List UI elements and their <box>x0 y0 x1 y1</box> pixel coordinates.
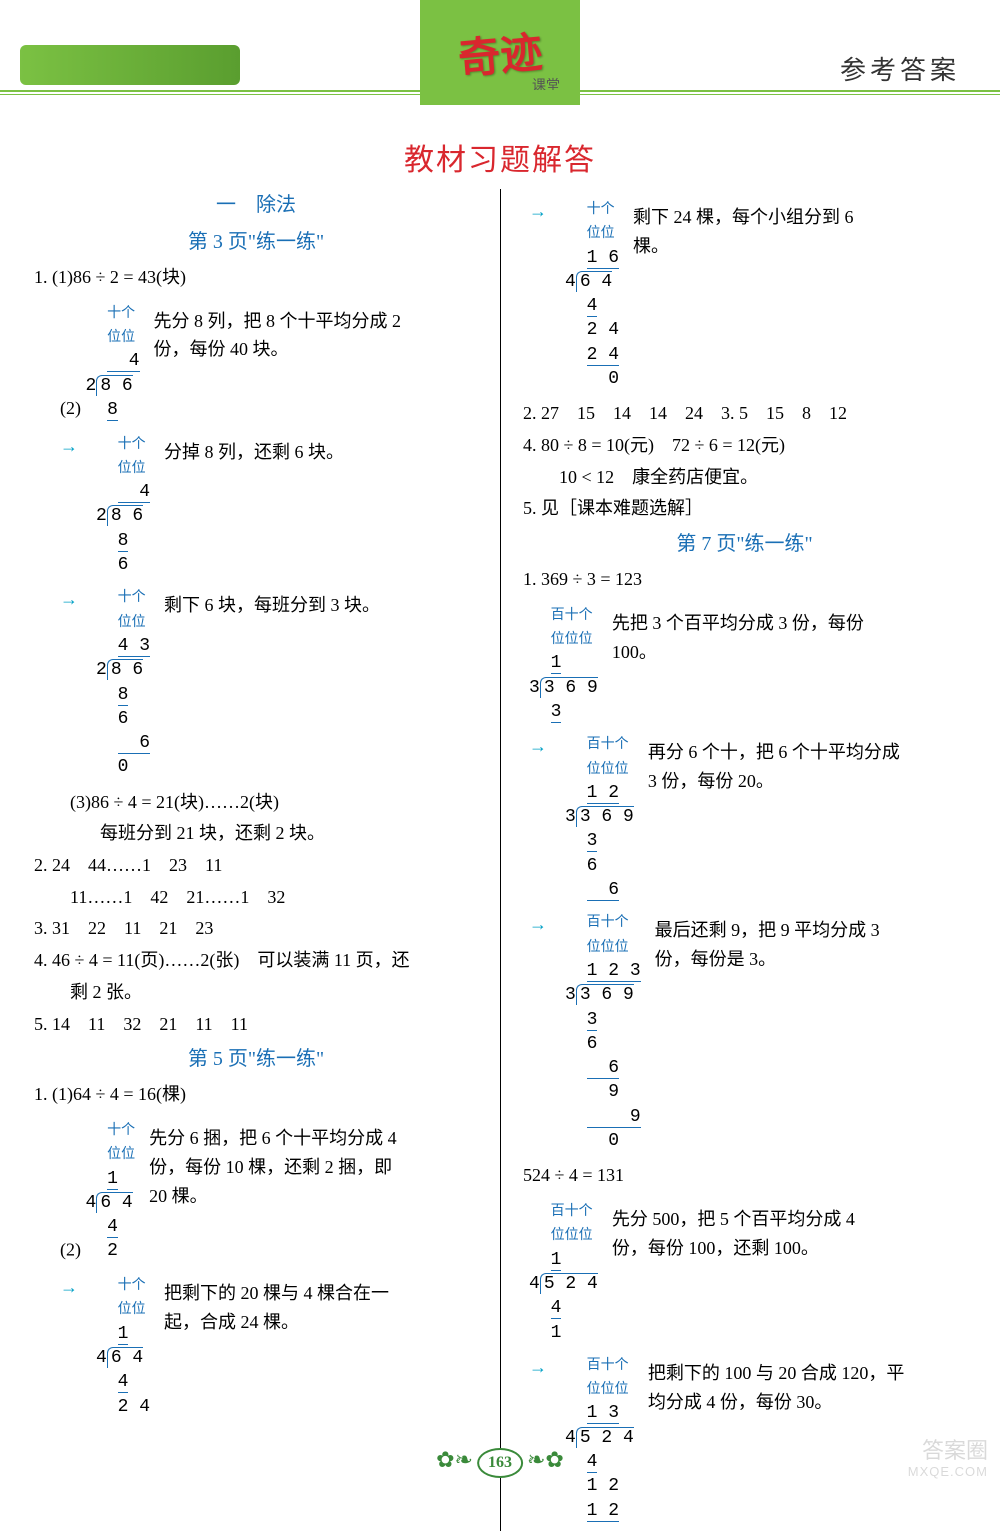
longdiv-11: → 百十个 位位位 1 3 45 2 4 4 1 2 1 2 把剩下的 100 … <box>529 1353 970 1523</box>
p7-eq2: 524 ÷ 4 = 131 <box>519 1161 970 1191</box>
arrow-icon: → <box>60 585 78 615</box>
longdiv-10-explain: 先分 500，把 5 个百平均分成 4 份，每份 100，还剩 100。 <box>612 1199 872 1263</box>
q5: 5. 14 11 32 21 11 11 <box>30 1010 482 1040</box>
q2: 2. 24 44……1 23 11 <box>30 851 482 881</box>
arrow-icon: → <box>529 1353 547 1383</box>
longdiv-7-block: 百十个 位位位 1 33 6 9 3 <box>529 603 598 724</box>
longdiv-7: 百十个 位位位 1 33 6 9 3 先把 3 个百平均分成 3 份，每份 10… <box>529 603 970 724</box>
watermark-main: 答案圈 <box>908 1438 988 1464</box>
q1-3a: (3)86 ÷ 4 = 21(块)……2(块) <box>30 788 482 818</box>
arrow-icon: → <box>529 910 547 940</box>
longdiv-11-explain: 把剩下的 100 与 20 合成 120，平均分成 4 份，每份 30。 <box>648 1353 908 1417</box>
longdiv-8: → 百十个 位位位 1 2 33 6 9 3 6 6 再分 6 个十，把 6 个… <box>529 732 970 902</box>
longdiv-1: (2) 十个 位位 4 28 6 8 先分 8 列，把 8 个十平均分成 2 份… <box>60 301 482 424</box>
header-decoration-left <box>20 45 240 85</box>
longdiv-2: → 十个 位位 4 28 6 8 6 分掉 8 列，还剩 6 块。 <box>60 432 482 578</box>
longdiv-7-explain: 先把 3 个百平均分成 3 份，每份 100。 <box>612 603 872 667</box>
longdiv-2-block: 十个 位位 4 28 6 8 6 <box>96 432 150 578</box>
longdiv-2-explain: 分掉 8 列，还剩 6 块。 <box>164 432 344 467</box>
r-q2: 2. 27 15 14 14 24 3. 5 15 8 12 <box>519 399 970 429</box>
page-header: 奇迹 课堂 参考答案 <box>0 0 1000 120</box>
longdiv-9: → 百十个 位位位 1 2 3 33 6 9 3 6 6 9 9 0 最后还剩 … <box>529 910 970 1153</box>
r-q5: 5. 见［课本难题选解］ <box>519 494 970 524</box>
longdiv-6-block: 十个 位位 1 6 46 4 4 2 4 2 4 0 <box>565 197 619 391</box>
longdiv-10-block: 百十个 位位位 1 45 2 4 4 1 <box>529 1199 598 1345</box>
section-1-number: 一 除法 <box>30 189 482 222</box>
longdiv-4-explain: 先分 6 捆，把 6 个十平均分成 4 份，每份 10 棵，还剩 2 捆，即 2… <box>149 1118 409 1210</box>
watermark-sub: MXQE.COM <box>908 1464 988 1480</box>
q4a: 4. 46 ÷ 4 = 11(页)……2(张) 可以装满 11 页，还 <box>30 946 482 976</box>
logo-sub: 课堂 <box>532 75 560 95</box>
page-footer: ✿❧ 163 ❧✿ <box>436 1447 564 1478</box>
q3: 3. 31 22 11 21 23 <box>30 914 482 944</box>
footer-deco-icon: ❧✿ <box>527 1447 564 1472</box>
arrow-icon: → <box>529 197 547 227</box>
header-rule-1 <box>0 90 1000 92</box>
longdiv-6-explain: 剩下 24 棵，每个小组分到 6 棵。 <box>633 197 893 261</box>
right-column: → 十个 位位 1 6 46 4 4 2 4 2 4 0 剩下 24 棵，每个小… <box>500 189 970 1531</box>
q1-1: 1. (1)86 ÷ 2 = 43(块) <box>30 263 482 293</box>
q4b: 剩 2 张。 <box>30 978 482 1008</box>
main-title: 教材习题解答 <box>0 135 1000 179</box>
longdiv-3-explain: 剩下 6 块，每班分到 3 块。 <box>164 585 380 620</box>
longdiv-1-block: 十个 位位 4 28 6 8 <box>86 301 140 422</box>
longdiv-3-block: 十个 位位 4 3 28 6 8 6 6 0 <box>96 585 150 779</box>
page-number: 163 <box>477 1448 523 1478</box>
footer-deco-icon: ✿❧ <box>436 1447 473 1472</box>
longdiv-4-block: 十个 位位 1 46 4 4 2 <box>86 1118 136 1264</box>
longdiv-4: (2) 十个 位位 1 46 4 4 2 先分 6 捆，把 6 个十平均分成 4… <box>60 1118 482 1265</box>
arrow-icon: → <box>60 1273 78 1303</box>
longdiv-8-explain: 再分 6 个十，把 6 个十平均分成 3 份，每份 20。 <box>648 732 908 796</box>
longdiv-9-explain: 最后还剩 9，把 9 平均分成 3 份，每份是 3。 <box>655 910 915 974</box>
longdiv-3: → 十个 位位 4 3 28 6 8 6 6 0 剩下 6 块，每班分到 3 块… <box>60 585 482 779</box>
longdiv-5-block: 十个 位位 1 46 4 4 2 4 <box>96 1273 150 1419</box>
longdiv-6: → 十个 位位 1 6 46 4 4 2 4 2 4 0 剩下 24 棵，每个小… <box>529 197 970 391</box>
q1-3b: 每班分到 21 块，还剩 2 块。 <box>30 819 482 849</box>
arrow-icon: → <box>60 432 78 462</box>
header-rule-2 <box>0 94 1000 95</box>
longdiv-5: → 十个 位位 1 46 4 4 2 4 把剩下的 20 棵与 4 棵合在一起，… <box>60 1273 482 1419</box>
longdiv-8-block: 百十个 位位位 1 2 33 6 9 3 6 6 <box>565 732 634 902</box>
q1-2-prefix: (2) <box>60 398 81 418</box>
content-columns: 一 除法 第 3 页"练一练" 1. (1)86 ÷ 2 = 43(块) (2)… <box>0 179 1000 1531</box>
p5-q1-2-prefix: (2) <box>60 1239 81 1259</box>
longdiv-1-explain: 先分 8 列，把 8 个十平均分成 2 份，每份 40 块。 <box>154 301 414 365</box>
longdiv-10: 百十个 位位位 1 45 2 4 4 1 先分 500，把 5 个百平均分成 4… <box>529 1199 970 1345</box>
r-q4a: 4. 80 ÷ 8 = 10(元) 72 ÷ 6 = 12(元) <box>519 431 970 461</box>
p5-q1-1: 1. (1)64 ÷ 4 = 16(棵) <box>30 1080 482 1110</box>
longdiv-5-explain: 把剩下的 20 棵与 4 棵合在一起，合成 24 棵。 <box>164 1273 424 1337</box>
longdiv-9-block: 百十个 位位位 1 2 3 33 6 9 3 6 6 9 9 0 <box>565 910 641 1153</box>
left-column: 一 除法 第 3 页"练一练" 1. (1)86 ÷ 2 = 43(块) (2)… <box>30 189 500 1531</box>
watermark: 答案圈 MXQE.COM <box>908 1438 988 1480</box>
header-right-label: 参考答案 <box>840 50 960 87</box>
arrow-icon: → <box>529 732 547 762</box>
section-1-label: 第 3 页"练一练" <box>30 226 482 259</box>
section-3-label: 第 7 页"练一练" <box>519 528 970 561</box>
r-q4b: 10 < 12 康全药店便宜。 <box>519 463 970 493</box>
longdiv-11-block: 百十个 位位位 1 3 45 2 4 4 1 2 1 2 <box>565 1353 634 1523</box>
p7-q1: 1. 369 ÷ 3 = 123 <box>519 565 970 595</box>
section-2-label: 第 5 页"练一练" <box>30 1043 482 1076</box>
q2b: 11……1 42 21……1 32 <box>30 883 482 913</box>
